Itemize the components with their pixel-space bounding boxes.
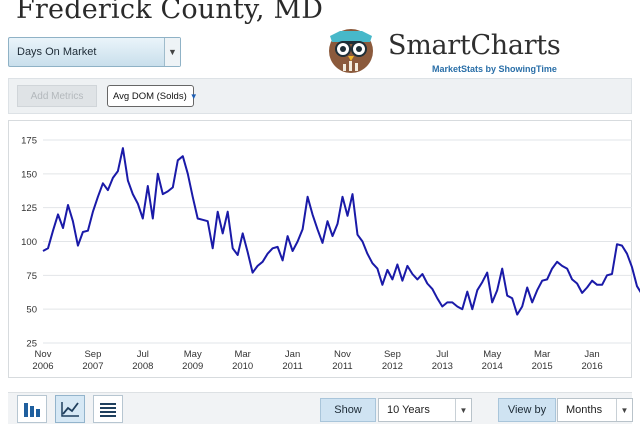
bar-chart-icon: [24, 403, 40, 417]
x-tick-month: Jan: [584, 349, 599, 360]
metrics-toolbar: [8, 78, 632, 114]
submetric-select[interactable]: Avg DOM (Solds) ▼: [107, 85, 198, 107]
chart-panel: [8, 120, 632, 378]
x-tick-year: 2011: [282, 361, 302, 372]
page-title: Frederick County, MD: [16, 0, 324, 25]
x-tick-month: May: [483, 349, 501, 360]
x-tick-year: 2007: [82, 361, 103, 372]
x-tick-month: Jul: [436, 349, 448, 360]
chevron-down-icon: ▼: [189, 91, 198, 101]
y-tick-label: 125: [21, 203, 37, 214]
show-label: Show: [320, 398, 376, 422]
chevron-down-icon[interactable]: ▼: [616, 399, 632, 421]
y-tick-label: 25: [26, 339, 37, 350]
x-tick-year: 2009: [182, 361, 203, 372]
chevron-down-icon[interactable]: ▼: [455, 399, 471, 421]
y-tick-label: 100: [21, 237, 37, 248]
brand-tagline: MarketStats by ShowingTime: [432, 64, 557, 74]
period-value: Months: [566, 404, 603, 416]
line-chart-view-button[interactable]: [55, 395, 85, 423]
x-tick-month: Jan: [285, 349, 300, 360]
owl-logo-icon: [329, 29, 373, 73]
x-tick-year: 2016: [581, 361, 602, 372]
bar-chart-view-button[interactable]: [17, 395, 47, 423]
chevron-down-icon[interactable]: ▼: [164, 38, 180, 66]
y-tick-label: 150: [21, 169, 37, 180]
x-tick-month: Mar: [234, 349, 250, 360]
x-tick-year: 2010: [232, 361, 253, 372]
view-by-label: View by: [498, 398, 556, 422]
x-tick-year: 2014: [482, 361, 503, 372]
x-tick-year: 2006: [32, 361, 53, 372]
period-select[interactable]: Months ▼: [557, 398, 633, 422]
x-tick-month: May: [184, 349, 202, 360]
x-tick-month: Jul: [137, 349, 149, 360]
metric-select[interactable]: Days On Market ▼: [8, 37, 181, 67]
line-chart-icon: [61, 402, 79, 417]
x-tick-year: 2008: [132, 361, 153, 372]
submetric-select-value: Avg DOM (Solds): [113, 90, 187, 102]
x-tick-month: Nov: [35, 349, 52, 360]
time-range-value: 10 Years: [387, 404, 430, 416]
x-tick-year: 2011: [332, 361, 352, 372]
metric-select-value: Days On Market: [17, 46, 97, 58]
x-tick-month: Sep: [384, 349, 401, 360]
x-tick-month: Nov: [334, 349, 351, 360]
x-tick-year: 2013: [432, 361, 453, 372]
x-tick-year: 2015: [532, 361, 553, 372]
x-tick-year: 2012: [382, 361, 403, 372]
add-metrics-button[interactable]: Add Metrics: [17, 85, 97, 107]
y-tick-label: 50: [26, 305, 37, 316]
y-tick-label: 75: [26, 271, 37, 282]
table-view-button[interactable]: [93, 395, 123, 423]
brand-name: SmartCharts: [388, 30, 561, 61]
table-icon: [100, 403, 116, 417]
x-tick-month: Sep: [84, 349, 101, 360]
time-range-select[interactable]: 10 Years ▼: [378, 398, 472, 422]
y-tick-label: 175: [21, 136, 37, 147]
x-tick-month: Mar: [534, 349, 550, 360]
series-line-avg-dom: [42, 147, 640, 316]
